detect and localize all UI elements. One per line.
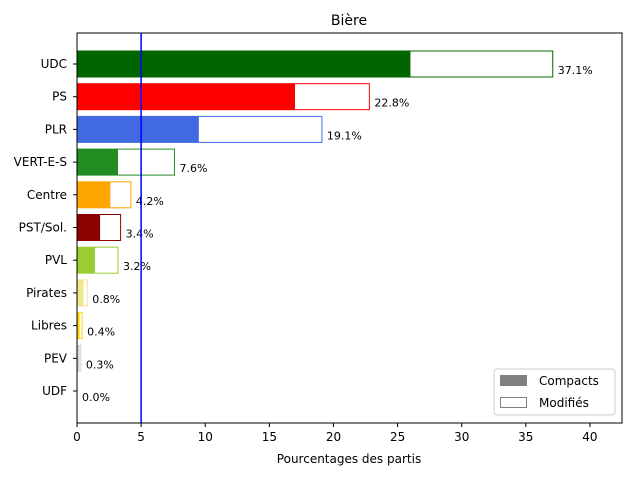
bar-compacts-pev (77, 345, 80, 372)
x-tick-label-15: 15 (262, 430, 277, 444)
x-tick-label-0: 0 (73, 430, 81, 444)
bar-compacts-ps (77, 83, 295, 110)
legend-label-compacts: Compacts (539, 374, 599, 388)
y-tick-label-centre: Centre (27, 188, 67, 202)
y-tick-label-udf: UDF (42, 384, 67, 398)
y-tick-label-libres: Libres (31, 319, 67, 333)
bar-compacts-pvl (77, 247, 95, 274)
x-tick-label-5: 5 (137, 430, 145, 444)
value-label-pst-sol: 3.4% (126, 228, 154, 241)
x-tick-label-40: 40 (582, 430, 597, 444)
value-label-libres: 0.4% (87, 326, 115, 339)
x-tick-label-10: 10 (198, 430, 213, 444)
x-tick-label-25: 25 (390, 430, 405, 444)
bars-layer: 37.1% 22.8% 19.1% 7.6% 4.2% 3.4% 3.2% 0.8% 0.4% 0… (76, 50, 593, 404)
y-tick-label-plr: PLR (45, 122, 67, 136)
x-tick-label-20: 20 (326, 430, 341, 444)
bar-compacts-udc (77, 51, 411, 77)
chart-title: Bière (331, 13, 367, 29)
bar-compacts-libres (77, 312, 80, 339)
y-tick-label-pvl: PVL (45, 253, 67, 267)
bar-compacts-plr (77, 116, 199, 143)
y-tick-label-udc: UDC (41, 57, 67, 71)
value-label-pev: 0.3% (86, 358, 114, 371)
legend-label-modifies: Modifiés (539, 396, 589, 410)
bar-compacts-pirates (77, 279, 84, 306)
x-tick-label-35: 35 (518, 430, 533, 444)
x-tick-label-30: 30 (454, 430, 469, 444)
y-tick-label-pst-sol: PST/Sol. (19, 221, 67, 235)
legend-swatch-compacts (500, 375, 527, 386)
value-label-plr: 19.1% (327, 129, 362, 142)
bar-compacts-vert-e-s (77, 149, 119, 176)
x-axis: 0 5 10 15 20 25 30 35 40 (73, 423, 598, 444)
y-tick-label-vert-e-s: VERT-E-S (14, 155, 67, 169)
legend-swatch-modifies (500, 397, 527, 408)
value-label-udc: 37.1% (558, 64, 593, 77)
x-axis-label: Pourcentages des partis (277, 452, 421, 466)
bar-compacts-centre (77, 181, 111, 208)
value-label-vert-e-s: 7.6% (179, 162, 207, 175)
value-label-ps: 22.8% (374, 97, 409, 110)
y-tick-label-ps: PS (52, 90, 67, 104)
bar-compacts-pst-sol (77, 214, 101, 241)
y-tick-label-pirates: Pirates (26, 286, 67, 300)
value-label-udf: 0.0% (82, 391, 110, 404)
y-tick-label-pev: PEV (44, 351, 68, 365)
value-label-centre: 4.2% (136, 195, 164, 208)
y-axis: UDC PS PLR VERT-E-S Centre PST/Sol. PVL Pirates… (14, 57, 77, 398)
value-label-pirates: 0.8% (92, 293, 120, 306)
legend: Compacts Modifiés (493, 368, 616, 416)
value-label-pvl: 3.2% (123, 260, 151, 273)
